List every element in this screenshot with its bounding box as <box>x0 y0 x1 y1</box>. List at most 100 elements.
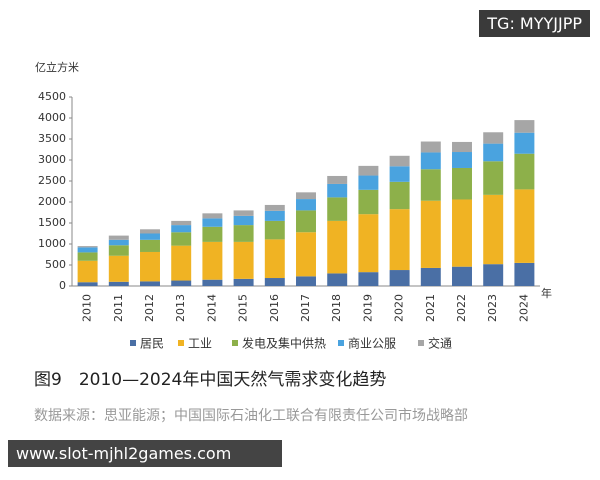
bar-segment <box>452 141 472 153</box>
bar-segment <box>108 281 129 286</box>
x-axis-unit: 年 <box>541 286 552 300</box>
bar-segment <box>420 267 441 286</box>
bar-segment <box>358 165 379 176</box>
bar-segment <box>264 210 285 221</box>
y-tick-label: 500 <box>45 258 66 271</box>
bar-segment <box>140 251 160 282</box>
bar-segment <box>108 239 129 246</box>
y-tick-label: 1500 <box>38 216 66 229</box>
bar-segment <box>389 209 410 271</box>
legend-swatch <box>338 340 344 346</box>
bar-segment <box>77 247 98 253</box>
bar-segment <box>483 132 504 144</box>
bar-segment <box>296 210 316 233</box>
bar-segment <box>233 225 254 242</box>
y-tick-label: 4000 <box>38 111 66 124</box>
bar-segment <box>358 214 379 273</box>
y-axis-label: 亿立方米 <box>35 60 79 74</box>
legend-label: 工业 <box>188 337 212 351</box>
x-tick-label: 2024 <box>517 294 530 322</box>
bar-segment <box>514 189 535 263</box>
legend-swatch <box>130 340 136 346</box>
bar-segment <box>77 252 98 261</box>
bar-segment <box>108 245 129 256</box>
y-tick-label: 0 <box>59 279 66 292</box>
bar-segment <box>452 167 472 200</box>
x-tick-label: 2013 <box>174 294 187 322</box>
x-tick-label: 2016 <box>268 294 281 322</box>
bar-segment <box>171 220 192 226</box>
bar-segment <box>420 141 441 153</box>
site-overlay: www.slot-mjhl2games.com <box>8 440 282 467</box>
bar-segment <box>296 276 316 286</box>
bar-segment <box>233 215 254 226</box>
bar-segment <box>389 166 410 182</box>
bar-segment <box>327 197 348 221</box>
bar-segment <box>140 233 160 240</box>
bar-segment <box>77 246 98 248</box>
bar-segment <box>358 272 379 286</box>
bar-segment <box>77 260 98 283</box>
bar-segment <box>171 280 192 286</box>
bar-segment <box>327 273 348 286</box>
watermark: TG: MYYJJPP <box>479 10 590 37</box>
bar-segment <box>171 245 192 281</box>
bar-segment <box>514 153 535 190</box>
x-tick-label: 2012 <box>143 294 156 322</box>
bar-segment <box>327 220 348 274</box>
x-tick-label: 2017 <box>299 294 312 322</box>
x-tick-label: 2018 <box>330 294 343 322</box>
bar-segment <box>296 232 316 277</box>
bar-segment <box>514 132 535 154</box>
x-tick-label: 2011 <box>112 294 125 322</box>
bar-segment <box>108 235 129 240</box>
bar-segment <box>483 264 504 286</box>
bar-segment <box>140 281 160 286</box>
x-tick-label: 2022 <box>455 294 468 322</box>
y-tick-label: 2500 <box>38 174 66 187</box>
bar-segment <box>514 262 535 286</box>
bar-segment <box>296 199 316 211</box>
bar-segment <box>264 239 285 279</box>
x-tick-label: 2014 <box>205 294 218 322</box>
x-tick-label: 2021 <box>424 294 437 322</box>
bar-segment <box>108 255 129 282</box>
legend-swatch <box>178 340 184 346</box>
bar-segment <box>358 175 379 190</box>
legend-label: 交通 <box>428 336 452 351</box>
bar-segment <box>327 183 348 198</box>
caption: 图9 2010—2024年中国天然气需求变化趋势 <box>34 370 386 390</box>
bar-segment <box>233 241 254 279</box>
legend-label: 发电及集中供热 <box>242 336 326 351</box>
x-tick-label: 2023 <box>486 294 499 322</box>
bar-segment <box>171 225 192 233</box>
bar-segment <box>389 181 410 210</box>
bar-segment <box>140 229 160 234</box>
bar-segment <box>452 266 472 286</box>
bar-segment <box>202 226 223 242</box>
legend-swatch <box>232 340 238 346</box>
bar-segment <box>233 210 254 216</box>
y-tick-label: 4500 <box>38 90 66 103</box>
x-tick-label: 2020 <box>393 294 406 322</box>
bar-segment <box>202 218 223 227</box>
legend-label: 居民 <box>140 337 164 351</box>
bar-segment <box>327 175 348 184</box>
bar-segment <box>420 152 441 170</box>
bar-segment <box>389 155 410 167</box>
bar-segment <box>420 200 441 268</box>
bar-segment <box>483 194 504 265</box>
bar-segment <box>420 169 441 201</box>
bar-segment <box>264 204 285 211</box>
bar-segment <box>514 120 535 133</box>
bar-segment <box>202 241 223 280</box>
legend-label: 商业公服 <box>348 336 396 351</box>
bar-segment <box>296 192 316 200</box>
legend-swatch <box>418 340 424 346</box>
bar-segment <box>140 239 160 252</box>
x-tick-label: 2019 <box>361 294 374 322</box>
bar-segment <box>202 213 223 219</box>
bar-segment <box>483 161 504 195</box>
